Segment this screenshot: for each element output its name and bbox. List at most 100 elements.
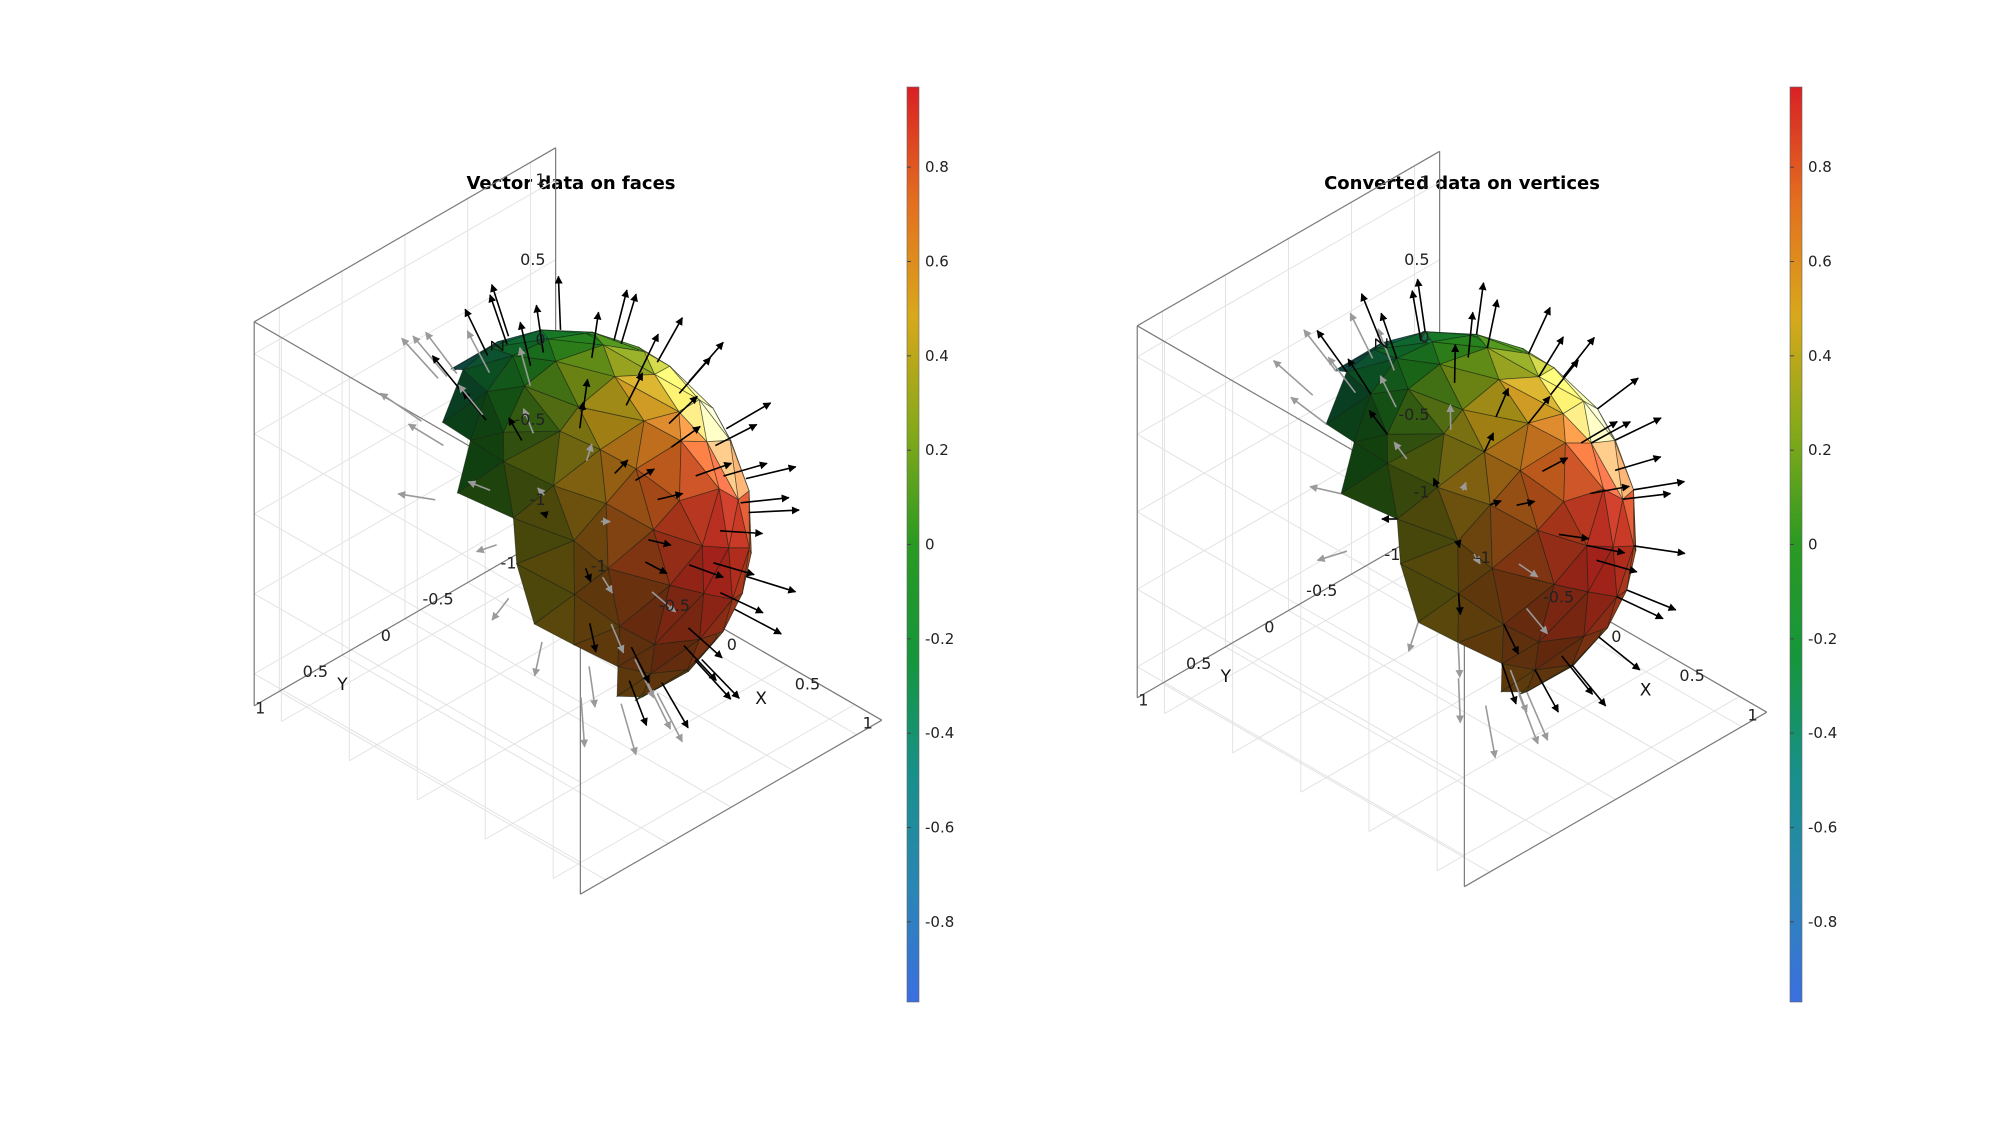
vector-arrow [645, 561, 668, 575]
vector-arrow [713, 562, 755, 577]
z-tick-label: 0.5 [520, 250, 545, 269]
vector-arrow [1290, 396, 1327, 425]
vector-arrow [522, 408, 535, 434]
vector-arrow [1475, 282, 1487, 335]
vector-arrow [719, 529, 764, 538]
vector-arrow [694, 659, 732, 700]
vector-arrow [695, 461, 733, 477]
vector-arrow [1472, 553, 1481, 565]
vector-arrow [1495, 387, 1510, 418]
vector-arrow [719, 591, 764, 614]
vector-arrow [585, 443, 594, 462]
grid-line [253, 513, 581, 703]
y-tick-label: 0.5 [1186, 654, 1211, 673]
vector-arrow [670, 425, 701, 448]
vector-arrow [1407, 622, 1419, 653]
box-edge [580, 719, 883, 895]
colorbar-tick-label: 0.8 [925, 158, 949, 176]
vector-arrow [668, 395, 698, 425]
vector-arrow [625, 372, 644, 406]
grid-line [1136, 181, 1440, 358]
z-tick-label: -1 [530, 490, 546, 509]
vector-arrow [1379, 375, 1397, 408]
vector-arrow [1597, 377, 1639, 410]
y-tick-label: 0 [1264, 618, 1274, 637]
left-panel: Vector data on faces -1 -0.5 0 0.5 1 -1 -0.5 0 0… [253, 86, 954, 1003]
vector-arrow [1626, 589, 1677, 611]
axis-ticks: -1 -0.5 0 0.5 1 -1 -0.5 0 0.5 1 -1 -0.5 0 0.5 1 [255, 170, 873, 733]
grid-line [1368, 656, 1672, 833]
vector-arrow [687, 627, 723, 659]
vector-arrow [656, 317, 683, 363]
vector-arrow [533, 304, 545, 353]
vector-arrow [508, 417, 523, 441]
colorbar-tick-label: 0.4 [1808, 347, 1832, 365]
vector-arrow [1459, 481, 1468, 491]
vector-arrow [425, 331, 458, 375]
vector-arrow [1541, 457, 1569, 473]
colorbar: -0.8 -0.6 -0.4 -0.2 0 0.2 0.4 0.6 0.8 [1789, 86, 1837, 1003]
vector-arrow [1501, 663, 1518, 705]
y-tick-label: -0.5 [1306, 581, 1337, 600]
vector-arrow [1490, 499, 1502, 508]
vector-arrow [1486, 299, 1500, 348]
grid-line [552, 704, 855, 879]
vector-arrow [1503, 624, 1520, 655]
vector-arrow [1483, 432, 1495, 453]
vector-arrow [467, 480, 491, 492]
grid-line [1162, 682, 1490, 873]
vector-arrow [1518, 563, 1539, 578]
vector-arrow [613, 289, 629, 341]
grid-line [279, 690, 606, 881]
colorbar-tick-label: -0.6 [925, 819, 954, 837]
vector-arrow [1527, 395, 1551, 424]
colorbar-tick-label: 0 [1808, 536, 1818, 554]
grid-line [1136, 511, 1465, 702]
box-edge [253, 147, 556, 323]
colorbar-tick-label: -0.6 [1808, 819, 1837, 837]
vector-arrow [1622, 490, 1672, 500]
grid-line [1136, 259, 1440, 435]
axes-box [1136, 150, 1768, 888]
vector-arrow [464, 308, 489, 356]
vector-arrow [1538, 336, 1564, 378]
panel-title: Converted data on vertices [1324, 173, 1600, 194]
panel-title: Vector data on faces [466, 173, 675, 194]
vector-arrow [734, 608, 783, 635]
grid-line [1288, 610, 1616, 800]
colorbar-tick-label: 0.2 [1808, 441, 1832, 459]
vector-arrow [715, 423, 758, 447]
vector-arrow [651, 591, 677, 613]
vector-arrow [648, 539, 672, 548]
x-tick-label: 0.5 [1679, 666, 1704, 685]
colorbar-tick-label: 0.2 [925, 441, 949, 459]
vector-arrow [591, 311, 602, 359]
vector-arrow [1527, 306, 1551, 355]
colorbar-tick-label: -0.8 [925, 913, 954, 931]
vector-arrow [610, 623, 625, 654]
z-tick-label: -1 [1414, 482, 1430, 501]
vector-arrow [1590, 483, 1630, 495]
vector-arrow [1273, 360, 1314, 396]
box-edge [1464, 711, 1768, 888]
vector-arrow [490, 283, 510, 337]
vector-arrow [491, 597, 510, 621]
vector-arrow [1558, 533, 1590, 542]
vector-arrow [1455, 642, 1464, 678]
colorbar-tick-label: -0.4 [925, 724, 954, 742]
vector-arrow [539, 511, 549, 519]
vector-arrow [620, 703, 638, 756]
vector-arrow [1451, 343, 1460, 383]
sphere-surface [441, 329, 752, 702]
vector-arrow [630, 646, 650, 684]
colorbar-tick-label: -0.4 [1808, 724, 1837, 742]
vector-arrow [589, 623, 599, 653]
vector-arrow [1571, 664, 1607, 707]
vector-arrow [725, 402, 772, 430]
vector-arrow [1633, 545, 1686, 557]
y-axis-label: Y [1220, 667, 1232, 687]
vector-arrow [1509, 669, 1528, 713]
vector-arrow [407, 423, 444, 447]
sphere-surface [1325, 331, 1637, 695]
